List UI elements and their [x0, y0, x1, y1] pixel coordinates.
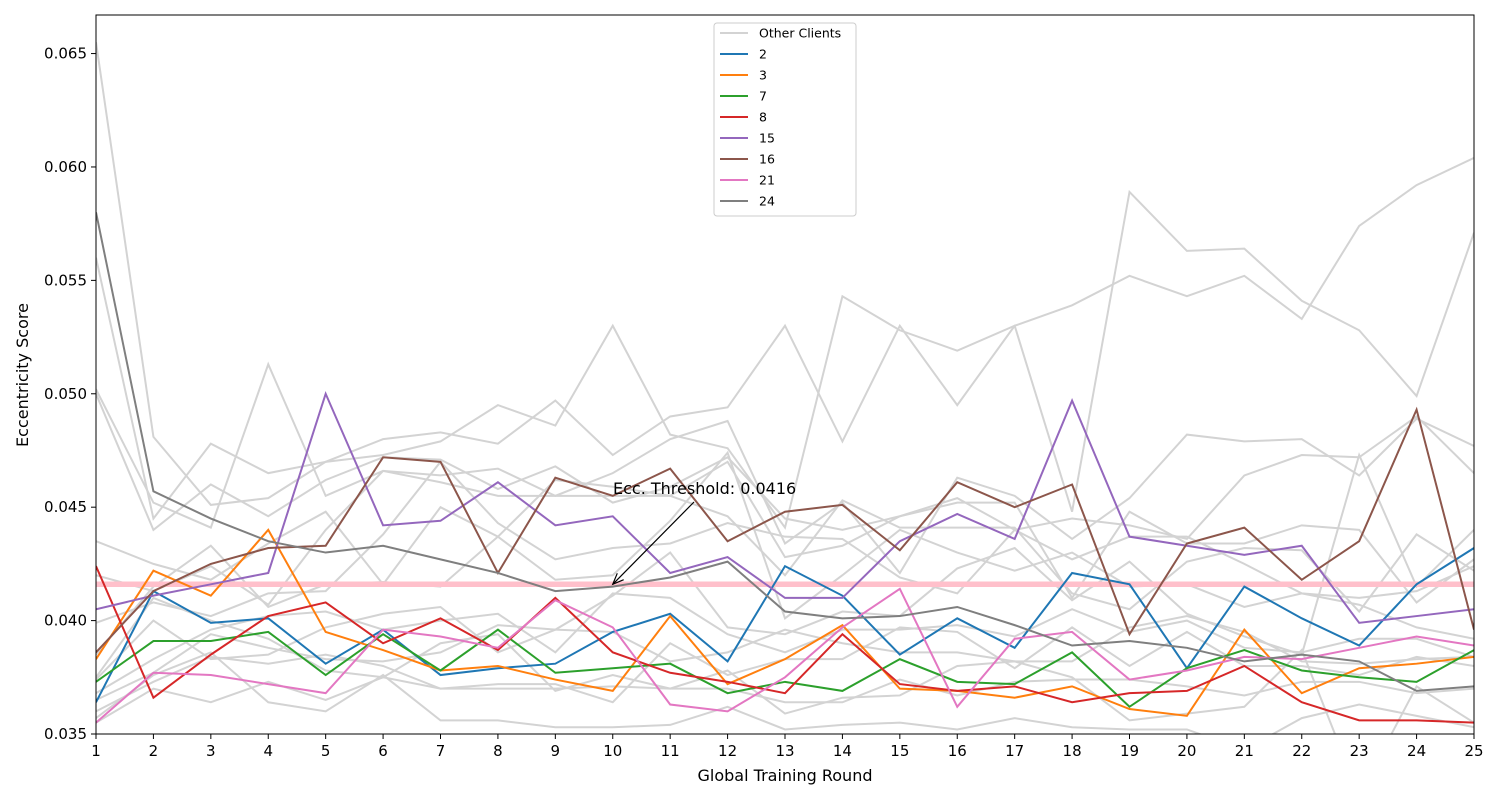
legend-box [713, 22, 857, 217]
legend-label-7: 7 [759, 89, 767, 104]
x-tick-label-23: 23 [1350, 742, 1369, 760]
legend-label-15: 15 [759, 131, 775, 146]
other-client-line-11 [96, 615, 1474, 701]
series-line-16 [96, 406, 1474, 654]
x-tick-label-15: 15 [890, 742, 909, 760]
legend-label-24: 24 [759, 194, 775, 209]
x-tick-label-14: 14 [833, 742, 852, 760]
x-tick-label-25: 25 [1464, 742, 1483, 760]
x-tick-label-21: 21 [1235, 742, 1254, 760]
x-tick-label-3: 3 [206, 742, 216, 760]
legend: Other Clients 2 3 7 8 15 16 21 24 [713, 22, 857, 217]
series-line-24 [96, 212, 1474, 692]
x-tick-label-8: 8 [493, 742, 503, 760]
series-lines [96, 42, 1474, 734]
other-client-line-3 [96, 361, 1474, 575]
threshold-annotation-text: Ecc. Threshold: 0.0416 [613, 479, 796, 498]
threshold-annotation-arrowhead [611, 573, 624, 586]
other-client-line-13 [96, 676, 1474, 724]
y-tick-label-4: 0.055 [44, 271, 87, 289]
x-tick-label-10: 10 [603, 742, 622, 760]
other-client-line-4 [96, 393, 1474, 541]
series-line-2 [96, 547, 1474, 703]
x-tick-label-13: 13 [775, 742, 794, 760]
x-tick-label-1: 1 [91, 742, 101, 760]
series-line-21 [96, 587, 1474, 724]
x-tick-label-16: 16 [948, 742, 967, 760]
y-tick-label-2: 0.045 [44, 498, 87, 516]
x-tick-label-6: 6 [378, 742, 388, 760]
y-axis-title: Eccentricity Score [13, 303, 32, 447]
legend-label-21: 21 [759, 173, 775, 188]
legend-label-3: 3 [759, 68, 767, 83]
legend-label-other-clients: Other Clients [759, 26, 841, 41]
other-client-line-9 [96, 452, 1474, 681]
other-client-line-7 [96, 460, 1474, 624]
x-tick-label-24: 24 [1407, 742, 1426, 760]
legend-label-16: 16 [759, 152, 775, 167]
x-tick-label-17: 17 [1005, 742, 1024, 760]
x-tick-label-19: 19 [1120, 742, 1139, 760]
other-client-line-5 [96, 460, 1474, 604]
series-line-15 [96, 390, 1474, 624]
x-tick-label-20: 20 [1177, 742, 1196, 760]
y-tick-label-5: 0.060 [44, 158, 87, 176]
series-line-3 [96, 528, 1474, 717]
x-tick-label-7: 7 [436, 742, 446, 760]
other-client-line-2 [96, 189, 1474, 530]
x-tick-label-5: 5 [321, 742, 331, 760]
x-tick-label-18: 18 [1063, 742, 1082, 760]
legend-label-2: 2 [759, 47, 767, 62]
threshold-annotation-arrow [612, 501, 695, 585]
x-tick-label-12: 12 [718, 742, 737, 760]
x-tick-label-11: 11 [661, 742, 680, 760]
x-axis-title: Global Training Round [698, 766, 873, 785]
legend-label-8: 8 [759, 110, 767, 125]
series-line-7 [96, 628, 1474, 709]
other-client-line-6 [96, 469, 1474, 614]
y-tick-label-0: 0.035 [44, 725, 87, 743]
x-tick-label-2: 2 [149, 742, 159, 760]
y-tick-label-1: 0.040 [44, 612, 87, 630]
series-line-8 [96, 565, 1474, 724]
other-client-line-10 [96, 592, 1474, 695]
y-tick-label-6: 0.065 [44, 45, 87, 63]
x-tick-label-22: 22 [1292, 742, 1311, 760]
plot-area: 1 2 3 4 5 6 7 8 9 10 11 12 13 14 15 16 17 18 19 20 21 22 23 24 2… [44, 14, 1484, 760]
x-tick-label-9: 9 [551, 742, 561, 760]
y-tick-label-3: 0.050 [44, 385, 87, 403]
x-tick-label-4: 4 [263, 742, 273, 760]
other-client-line-15 [96, 596, 1474, 734]
other-client-line-14 [96, 651, 1474, 734]
